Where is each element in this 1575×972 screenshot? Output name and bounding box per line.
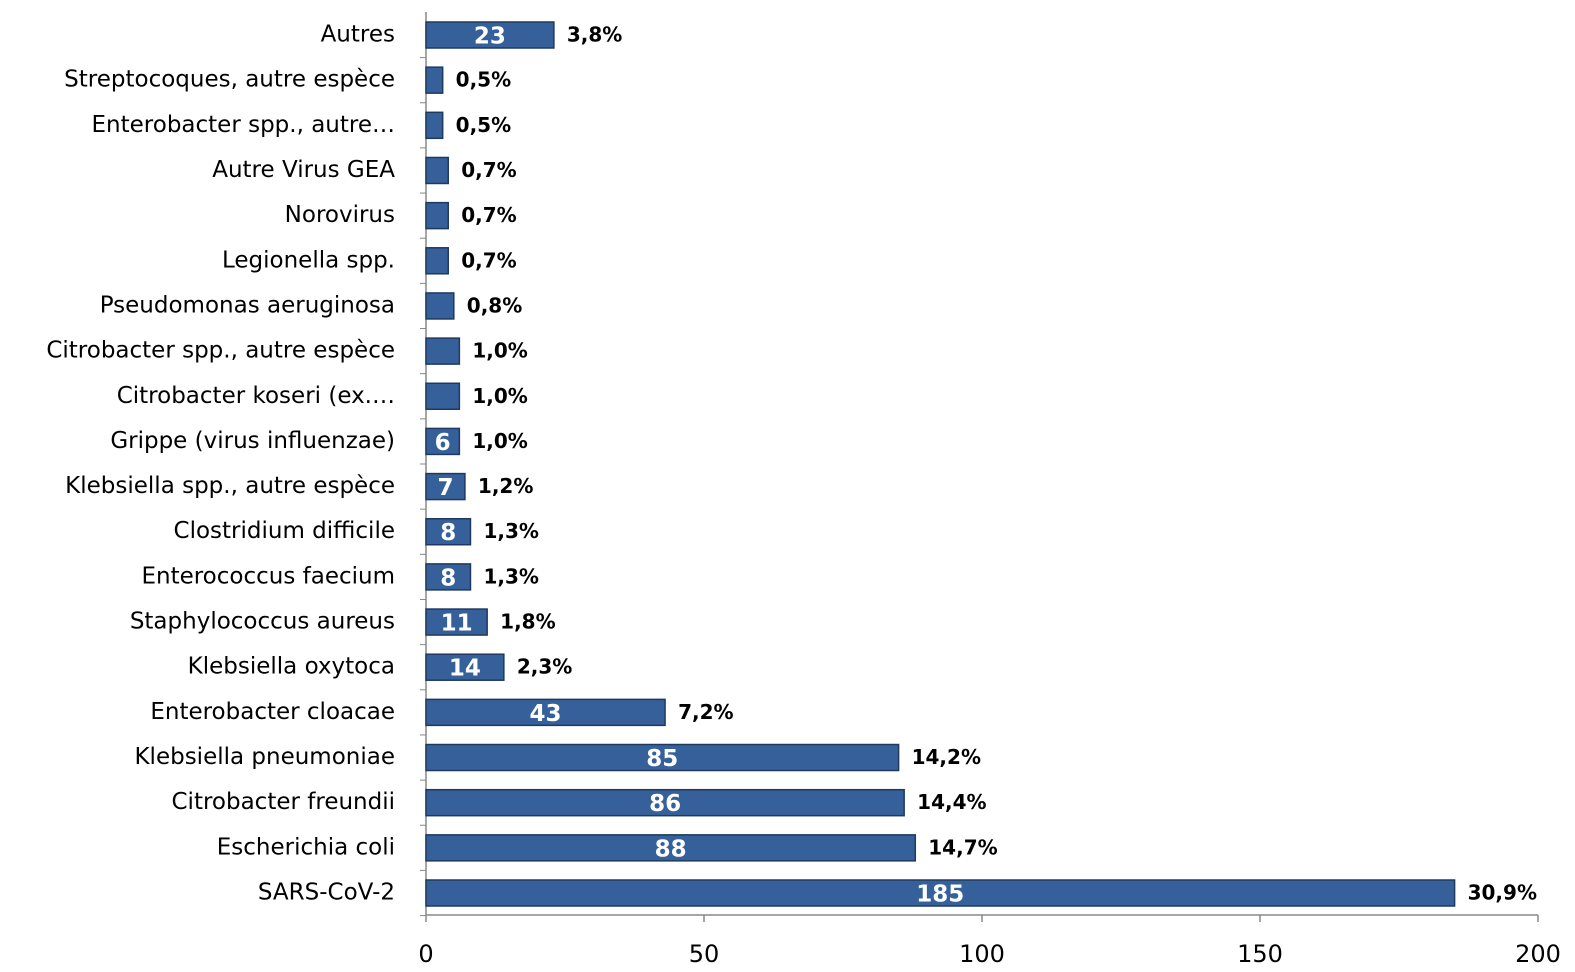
x-tick-label: 200 bbox=[1515, 940, 1561, 968]
percent-label: 0,5% bbox=[456, 113, 511, 137]
y-tick-label: Enterobacter spp., autre… bbox=[92, 112, 395, 138]
y-tick-label: Enterobacter cloacae bbox=[150, 699, 395, 725]
y-tick-label: Enterococcus faecium bbox=[141, 563, 395, 589]
bar bbox=[425, 292, 455, 320]
bar bbox=[425, 653, 505, 681]
bar bbox=[425, 66, 444, 94]
bar bbox=[425, 563, 472, 591]
y-tick-label: Staphylococcus aureus bbox=[130, 609, 395, 635]
y-tick-label: Norovirus bbox=[285, 202, 395, 228]
percent-label: 1,3% bbox=[483, 519, 538, 543]
bar bbox=[425, 427, 461, 456]
y-tick-label: Legionella spp. bbox=[222, 247, 395, 273]
y-tick-label: Escherichia coli bbox=[217, 834, 395, 860]
bar bbox=[425, 111, 444, 140]
y-tick-label: Citrobacter koseri (ex.… bbox=[117, 383, 395, 409]
bar bbox=[425, 201, 449, 230]
value-label: 8 bbox=[440, 520, 456, 546]
percent-label: 14,2% bbox=[912, 745, 981, 769]
y-tick-label: Pseudomonas aeruginosa bbox=[100, 292, 395, 318]
y-tick-label: Klebsiella pneumoniae bbox=[134, 744, 395, 770]
bar bbox=[425, 879, 1456, 907]
value-label: 6 bbox=[435, 430, 451, 456]
y-tick-label: Citrobacter freundii bbox=[172, 789, 396, 815]
bar bbox=[425, 608, 488, 636]
y-tick-label: Klebsiella spp., autre espèce bbox=[65, 473, 395, 499]
percent-label: 1,8% bbox=[500, 610, 555, 634]
percent-label: 1,3% bbox=[483, 564, 538, 588]
percent-label: 7,2% bbox=[678, 700, 733, 724]
bar bbox=[425, 247, 449, 275]
percent-label: 1,0% bbox=[472, 339, 527, 363]
y-tick-label: SARS-CoV-2 bbox=[258, 880, 395, 906]
percent-label: 0,8% bbox=[467, 293, 522, 317]
percent-label: 2,3% bbox=[517, 655, 572, 679]
value-label: 23 bbox=[474, 24, 506, 50]
x-tick-label: 50 bbox=[689, 940, 720, 968]
y-tick-label: Autre Virus GEA bbox=[212, 157, 395, 183]
bar bbox=[425, 698, 666, 727]
bar bbox=[425, 517, 472, 546]
bar bbox=[425, 472, 466, 501]
x-tick-label: 150 bbox=[1237, 940, 1283, 968]
percent-label: 14,7% bbox=[928, 835, 997, 859]
y-tick-label: Citrobacter spp., autre espèce bbox=[46, 338, 395, 364]
bar bbox=[425, 21, 555, 49]
value-label: 88 bbox=[655, 836, 687, 862]
percent-label: 1,2% bbox=[478, 474, 533, 498]
value-label: 14 bbox=[449, 656, 481, 682]
bar bbox=[425, 834, 917, 862]
y-tick-label: Clostridium difficile bbox=[174, 518, 395, 544]
percent-label: 0,5% bbox=[456, 68, 511, 92]
y-tick-label: Grippe (virus influenzae) bbox=[110, 428, 395, 454]
bar bbox=[425, 337, 461, 365]
x-tick-label: 100 bbox=[959, 940, 1005, 968]
bar bbox=[425, 156, 449, 185]
percent-label: 3,8% bbox=[567, 23, 622, 47]
y-tick-label: Autres bbox=[321, 22, 395, 48]
x-tick-label: 0 bbox=[418, 940, 433, 968]
percent-label: 0,7% bbox=[461, 158, 516, 182]
value-label: 11 bbox=[441, 611, 473, 637]
value-label: 7 bbox=[437, 475, 453, 501]
y-tick-label: Streptocoques, autre espèce bbox=[64, 67, 395, 93]
percent-label: 0,7% bbox=[461, 248, 516, 272]
value-label: 185 bbox=[916, 882, 964, 908]
percent-label: 1,0% bbox=[472, 384, 527, 408]
value-label: 85 bbox=[646, 746, 678, 772]
percent-label: 14,4% bbox=[917, 790, 986, 814]
value-label: 8 bbox=[440, 565, 456, 591]
y-tick-label: Klebsiella oxytoca bbox=[188, 654, 395, 680]
value-label: 86 bbox=[649, 791, 681, 817]
percent-label: 0,7% bbox=[461, 203, 516, 227]
percent-label: 30,9% bbox=[1468, 881, 1537, 905]
bar bbox=[425, 382, 461, 411]
percent-label: 1,0% bbox=[472, 429, 527, 453]
bar bbox=[425, 743, 900, 772]
bar bbox=[425, 788, 905, 817]
value-label: 43 bbox=[530, 701, 562, 727]
